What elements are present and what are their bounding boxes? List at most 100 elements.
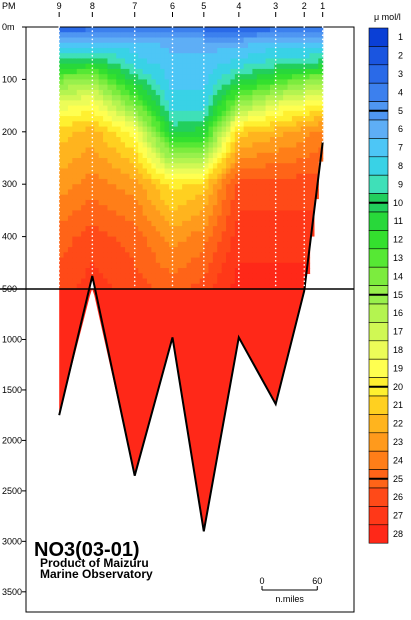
section-cell	[125, 47, 131, 54]
section-cell	[243, 257, 249, 264]
section-cell	[261, 58, 267, 65]
section-cell	[89, 95, 95, 101]
section-cell	[98, 42, 104, 49]
section-cell	[274, 278, 280, 285]
section-cell	[252, 241, 258, 248]
section-cell	[147, 226, 152, 232]
section-cell	[81, 210, 87, 217]
section-cell	[239, 205, 245, 211]
section-cell	[85, 278, 91, 285]
section-cell	[309, 100, 315, 107]
section-cell	[204, 194, 210, 201]
legend-level-label: 9	[398, 179, 403, 189]
section-cell	[283, 231, 289, 238]
section-cell	[305, 121, 311, 128]
section-cell	[199, 100, 205, 107]
section-cell	[94, 74, 100, 80]
section-cell	[129, 53, 135, 60]
chart-title: NO3(03-01)	[34, 539, 140, 561]
section-cell	[186, 84, 192, 91]
section-cell	[269, 53, 275, 60]
section-cell	[291, 95, 297, 101]
section-cell	[239, 273, 245, 280]
section-cell	[173, 147, 179, 154]
section-cell	[182, 74, 188, 80]
section-cell	[195, 236, 201, 243]
section-cell	[265, 27, 271, 33]
section-cell	[81, 273, 87, 280]
section-cell	[103, 37, 109, 44]
section-cell	[300, 273, 306, 280]
section-cell	[234, 68, 240, 75]
section-cell	[111, 27, 117, 33]
section-cell	[217, 89, 223, 96]
section-cell	[107, 205, 113, 211]
section-cell	[234, 268, 240, 274]
section-cell	[256, 152, 262, 159]
section-cell	[67, 63, 73, 70]
section-cell	[138, 110, 144, 117]
section-cell	[217, 231, 223, 238]
section-cell	[269, 32, 275, 39]
section-cell	[269, 89, 275, 96]
section-cell	[226, 147, 232, 154]
section-cell	[133, 220, 139, 227]
section-cell	[160, 84, 166, 91]
legend-level-label: 27	[393, 511, 403, 521]
section-cell	[234, 58, 240, 65]
section-cell	[72, 63, 78, 70]
section-cell	[305, 158, 311, 164]
section-cell	[182, 194, 188, 201]
section-cell	[318, 84, 324, 91]
section-cell	[94, 152, 100, 159]
section-cell	[199, 220, 205, 227]
section-cell	[182, 58, 188, 65]
section-cell	[173, 126, 179, 133]
section-cell	[160, 273, 166, 280]
section-cell	[116, 126, 122, 133]
section-cell	[133, 278, 139, 285]
section-cell	[195, 137, 201, 143]
section-cell	[248, 147, 253, 154]
section-cell	[300, 163, 306, 170]
section-cell	[160, 137, 166, 143]
section-cell	[239, 220, 245, 227]
section-cell	[94, 158, 100, 164]
section-cell	[173, 163, 179, 170]
section-cell	[212, 147, 218, 154]
section-cell	[85, 236, 91, 243]
section-cell	[261, 68, 267, 75]
section-cell	[81, 142, 87, 149]
section-cell	[309, 32, 315, 39]
section-cell	[120, 273, 126, 280]
section-cell	[98, 79, 104, 86]
section-cell	[226, 199, 232, 206]
section-cell	[217, 47, 223, 54]
section-cell	[287, 100, 293, 107]
section-cell	[296, 74, 302, 80]
section-cell	[300, 58, 306, 65]
section-cell	[265, 126, 271, 133]
section-cell	[239, 152, 245, 159]
section-cell	[252, 236, 258, 243]
section-cell	[239, 184, 245, 191]
section-cell	[252, 84, 258, 91]
section-cell	[243, 116, 249, 122]
section-cell	[103, 278, 109, 285]
section-cell	[230, 58, 236, 65]
section-cell	[94, 178, 100, 185]
section-cell	[111, 32, 117, 39]
section-cell	[283, 37, 289, 44]
section-cell	[221, 126, 227, 133]
section-cell	[67, 236, 73, 243]
section-cell	[142, 178, 148, 185]
section-cell	[59, 168, 65, 175]
section-cell	[125, 89, 131, 96]
section-cell	[89, 63, 95, 70]
section-cell	[160, 257, 166, 264]
section-cell	[269, 137, 275, 143]
section-cell	[221, 37, 227, 44]
section-cell	[76, 236, 82, 243]
section-cell	[98, 205, 104, 211]
section-cell	[129, 121, 135, 128]
